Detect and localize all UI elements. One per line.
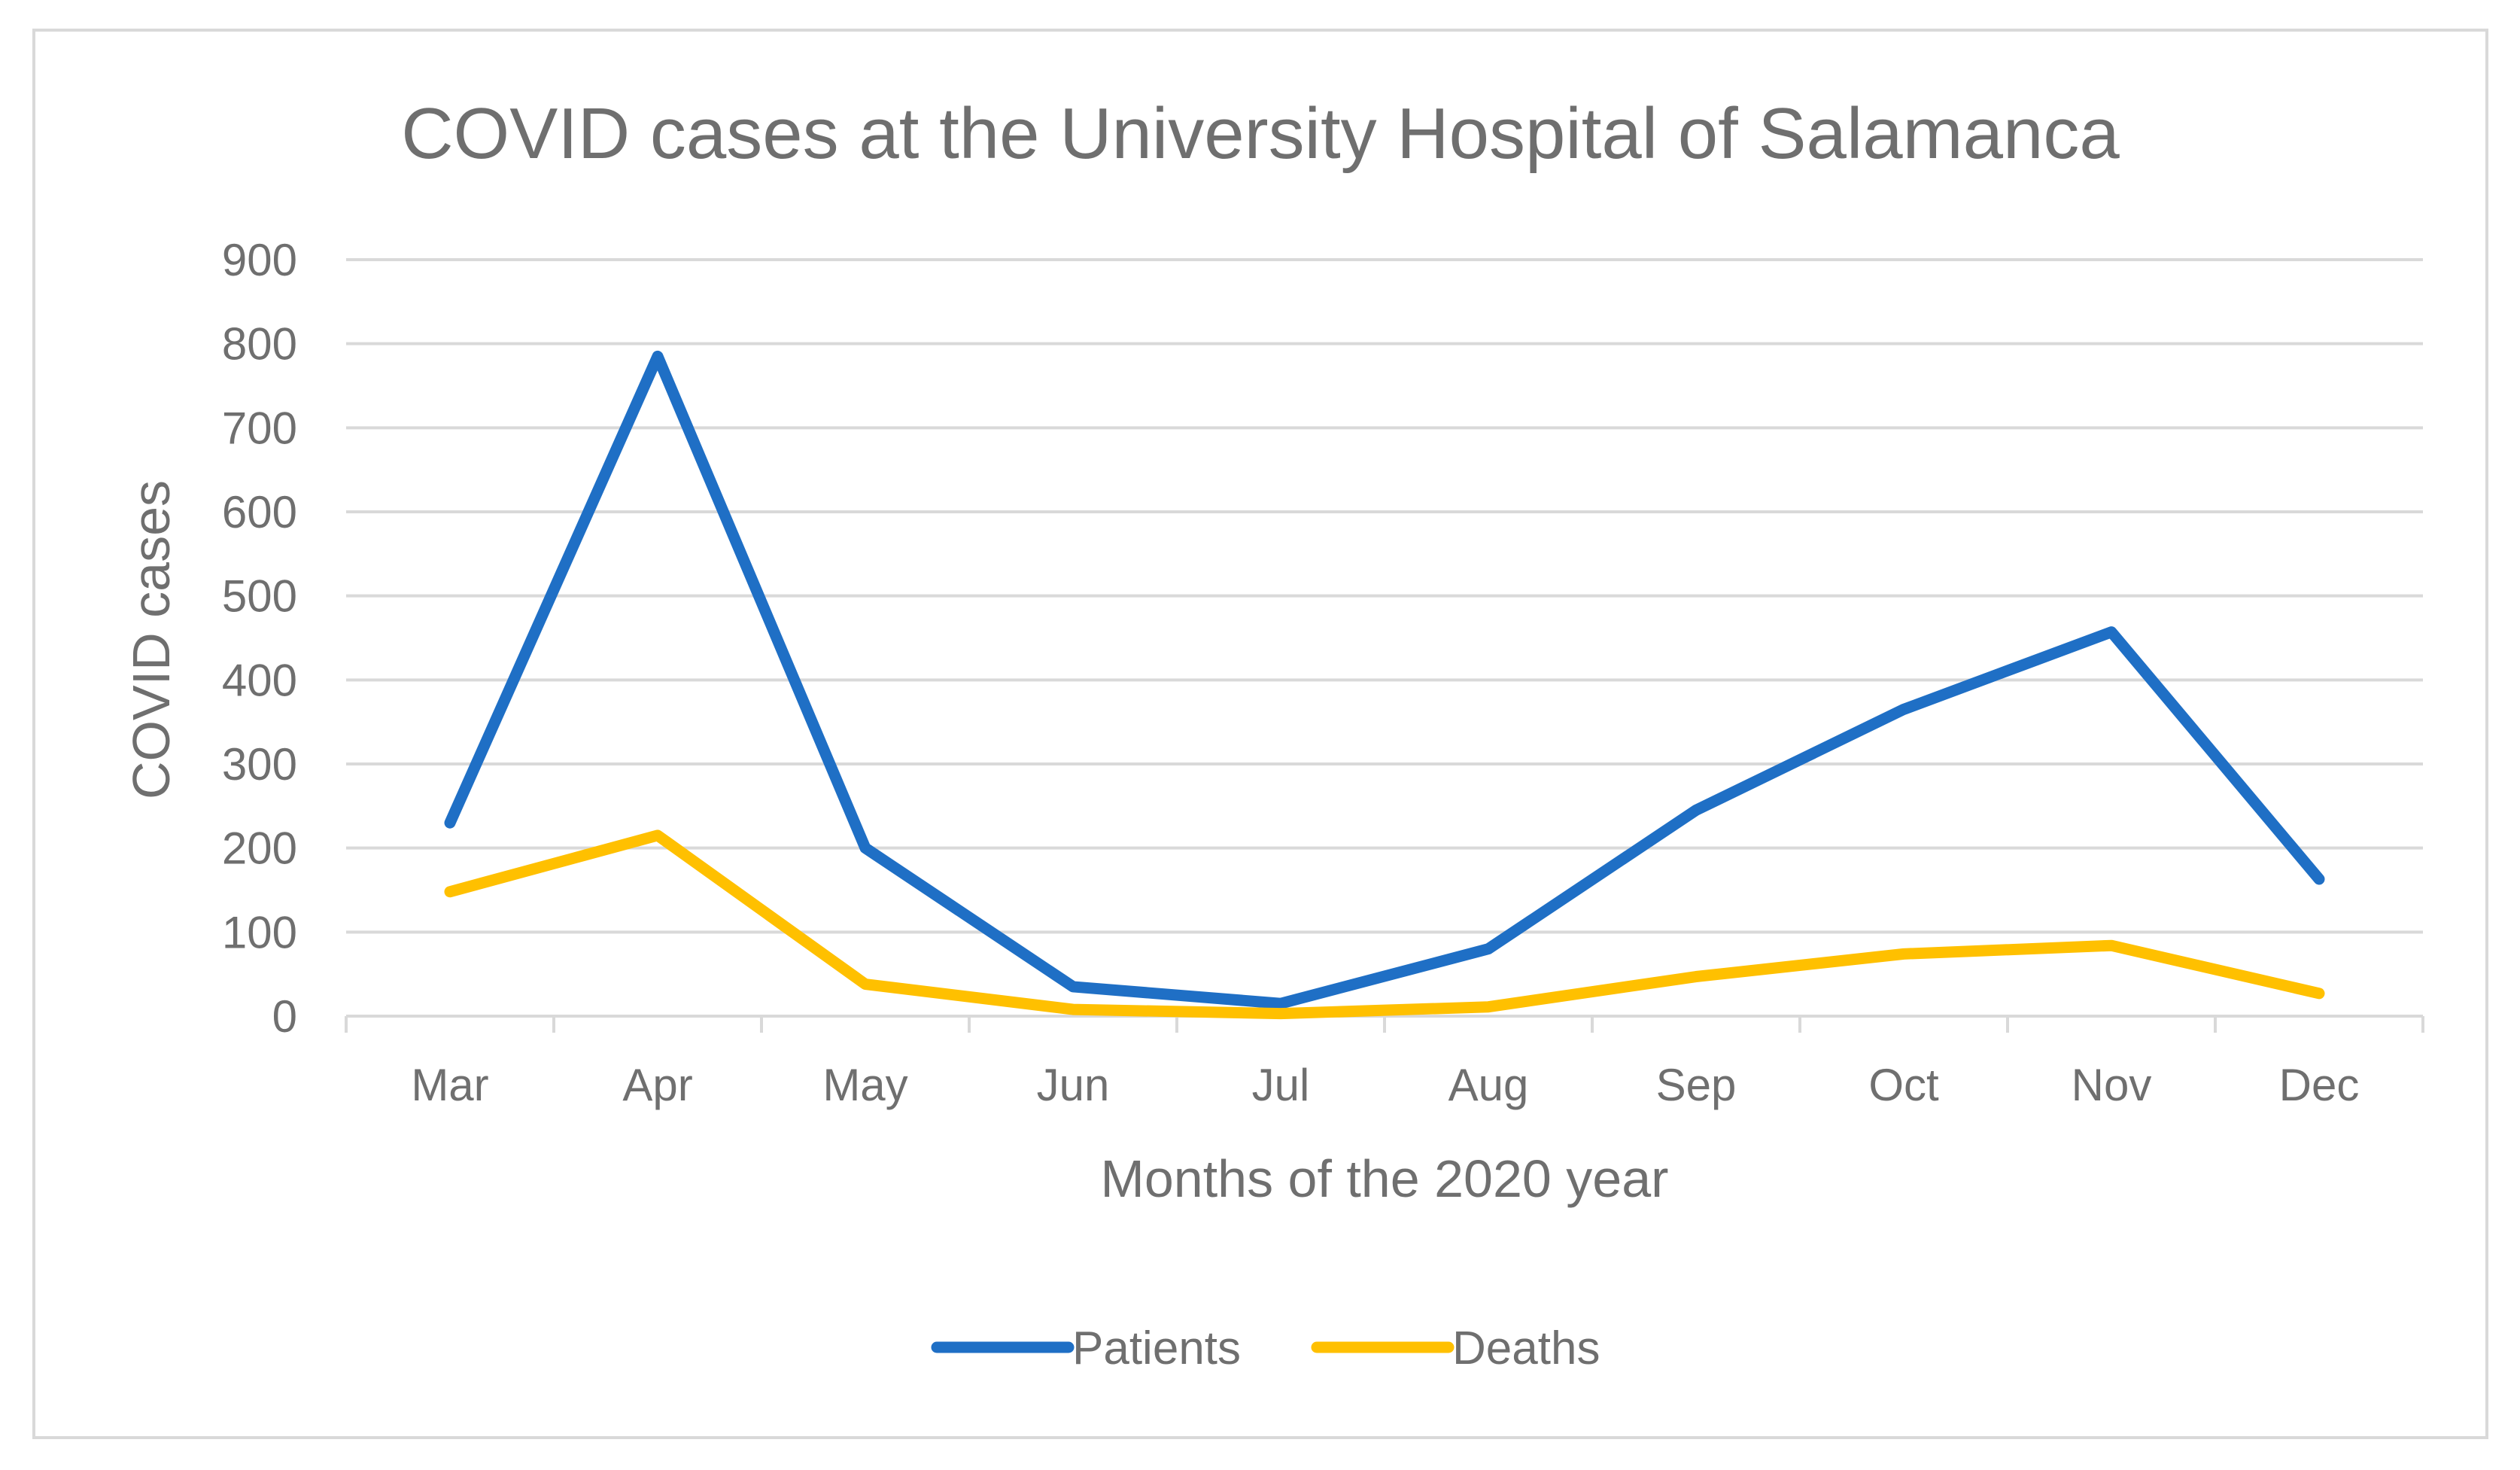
data-point-patients xyxy=(1695,808,1698,812)
x-tick-label: May xyxy=(822,1060,907,1110)
x-tick-label: Dec xyxy=(2279,1060,2360,1110)
y-tick-label: 100 xyxy=(222,907,297,957)
data-point-patients xyxy=(864,846,867,850)
y-tick-label: 200 xyxy=(222,823,297,874)
data-point-deaths xyxy=(1902,952,1905,956)
series-lines xyxy=(444,350,2325,1020)
chart-title: COVID cases at the University Hospital o… xyxy=(401,93,2120,174)
x-tick-label: Nov xyxy=(2072,1060,2152,1110)
y-tick-label: 600 xyxy=(222,487,297,537)
y-tick-label: 400 xyxy=(222,655,297,705)
y-tick-label: 300 xyxy=(222,739,297,790)
y-axis-ticks: 0 100 200 300 400 500 600 700 800 900 xyxy=(222,235,297,1042)
legend-label-deaths: Deaths xyxy=(1452,1322,1600,1374)
x-tick-label: Sep xyxy=(1656,1060,1737,1110)
y-tick-label: 0 xyxy=(272,991,297,1042)
legend-label-patients: Patients xyxy=(1072,1322,1241,1374)
data-point-deaths xyxy=(1695,975,1698,978)
data-point-deaths xyxy=(2318,991,2321,995)
data-point-patients xyxy=(1279,1002,1282,1006)
data-point-patients xyxy=(448,821,451,825)
y-tick-label: 900 xyxy=(222,235,297,285)
data-point-patients xyxy=(1072,985,1075,988)
series-line-deaths xyxy=(444,829,2325,1020)
data-point-deaths xyxy=(448,890,451,893)
x-tick-label: Aug xyxy=(1448,1060,1529,1110)
data-point-patients xyxy=(1902,708,1905,711)
y-tick-label: 700 xyxy=(222,403,297,453)
legend: Patients Deaths xyxy=(931,1322,1600,1374)
y-axis-title: COVID cases xyxy=(122,480,181,799)
series-line-patients xyxy=(444,350,2325,1009)
x-axis-title: Months of the 2020 year xyxy=(1101,1149,1669,1208)
data-point-patients xyxy=(656,355,659,358)
data-point-deaths xyxy=(1072,1008,1075,1012)
x-axis: Mar Apr May Jun Jul Aug Sep Oct Nov Dec xyxy=(345,1015,2424,1110)
data-point-patients xyxy=(1487,947,1490,951)
data-point-deaths xyxy=(1279,1012,1282,1015)
chart-border xyxy=(32,29,2488,1439)
data-point-deaths xyxy=(864,982,867,986)
x-tick-label: Oct xyxy=(1868,1060,1939,1110)
y-tick-label: 500 xyxy=(222,571,297,622)
data-point-patients xyxy=(2110,630,2113,634)
x-tick-label: Mar xyxy=(411,1060,488,1110)
x-tick-label: Apr xyxy=(622,1060,692,1110)
x-tick-label: Jul xyxy=(1252,1060,1310,1110)
y-tick-label: 800 xyxy=(222,319,297,370)
data-point-deaths xyxy=(656,833,659,837)
x-tick-label: Jun xyxy=(1037,1060,1110,1110)
data-point-deaths xyxy=(1487,1005,1490,1009)
data-point-deaths xyxy=(2110,944,2113,948)
data-point-patients xyxy=(2318,877,2321,881)
